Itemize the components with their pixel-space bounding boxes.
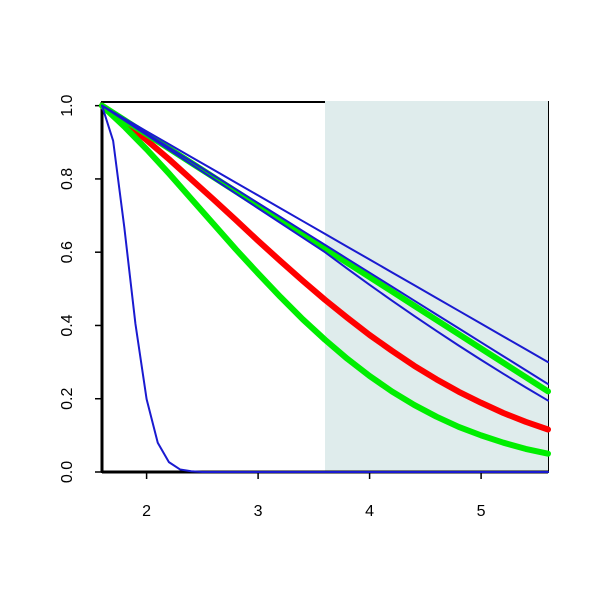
y-tick-label: 0.8: [59, 168, 76, 190]
series-line: [99, 102, 551, 457]
y-tick-label: 0.6: [59, 241, 76, 263]
y-tick-label: 1.0: [59, 94, 76, 116]
y-tick-label: 0.4: [59, 314, 76, 336]
series-line: [101, 104, 549, 364]
series-line: [101, 104, 549, 473]
y-tick-label: 0.2: [59, 388, 76, 410]
x-tick-label: 3: [254, 503, 263, 520]
series-line: [101, 104, 549, 386]
y-tick-label: 0.0: [59, 461, 76, 483]
x-tick-label: 5: [477, 503, 486, 520]
series-line: [101, 104, 549, 402]
x-tick-label: 4: [365, 503, 374, 520]
series-line: [99, 102, 551, 395]
series-line: [99, 102, 551, 433]
shaded-region: [325, 101, 548, 472]
x-tick-label: 2: [142, 503, 151, 520]
